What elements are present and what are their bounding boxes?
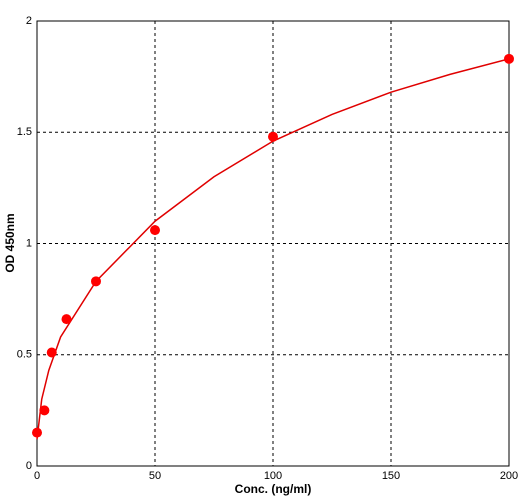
data-point: [150, 225, 160, 236]
plot-frame: [36, 20, 510, 467]
data-point: [32, 427, 42, 438]
x-tick-label: 200: [500, 470, 518, 482]
x-tick-label: 0: [34, 470, 40, 482]
x-tick-label: 50: [149, 470, 161, 482]
y-tick-label: 1.5: [17, 126, 32, 138]
data-point: [46, 347, 57, 358]
y-tick-label: 0.5: [17, 349, 32, 361]
fit-curve: [36, 58, 510, 440]
x-axis-title: Conc. (ng/ml): [235, 482, 312, 496]
y-tick-label: 1: [26, 237, 32, 249]
x-tick-label: 100: [264, 470, 282, 482]
x-tick-label: 150: [382, 470, 400, 482]
data-point: [61, 314, 72, 325]
data-point: [504, 53, 514, 64]
data-point: [268, 131, 278, 142]
y-tick-label: 2: [26, 15, 32, 27]
y-tick-label: 0: [26, 460, 32, 472]
y-axis-title: OD 450nm: [3, 213, 17, 272]
data-point: [39, 405, 50, 416]
data-point: [91, 276, 101, 287]
